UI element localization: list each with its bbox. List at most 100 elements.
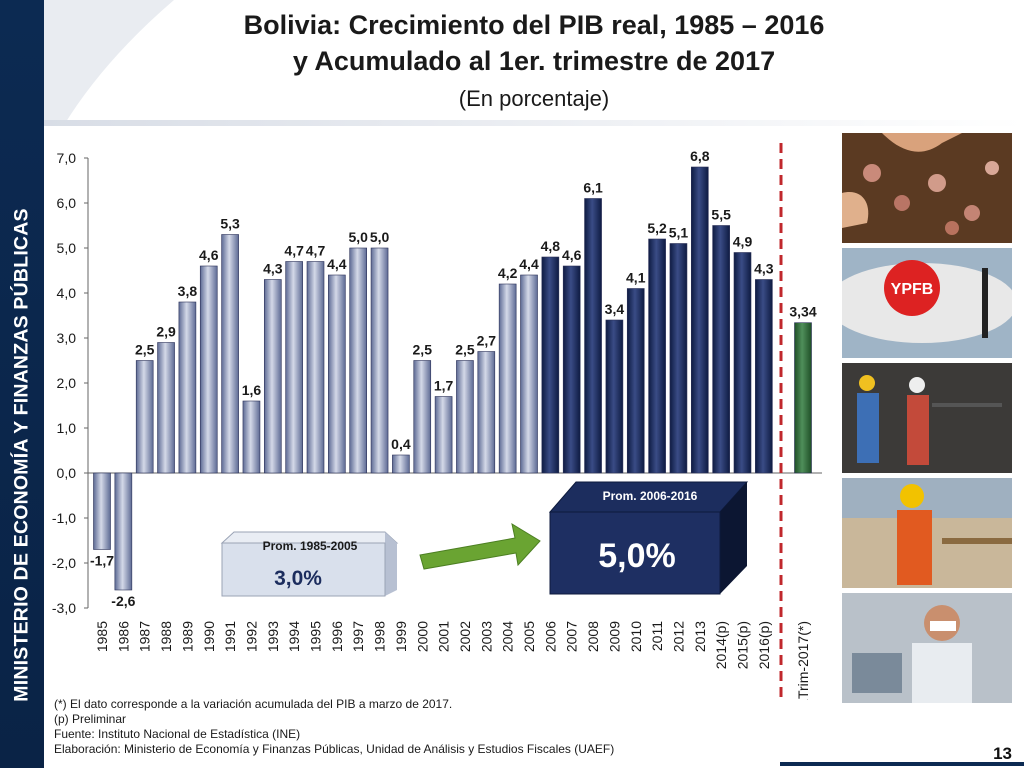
- page-title-line2: y Acumulado al 1er. trimestre de 2017: [292, 46, 776, 76]
- data-label: 5,0: [348, 229, 368, 245]
- bar: [456, 360, 474, 474]
- bar: [520, 274, 538, 474]
- bar: [285, 261, 303, 474]
- data-label: 4,6: [562, 247, 582, 263]
- x-tick-label: 1998: [372, 621, 388, 652]
- x-tick-label: 1986: [115, 621, 131, 652]
- y-tick-label: 6,0: [57, 195, 77, 211]
- average-title-2: Prom. 2006-2016: [603, 489, 698, 503]
- average-box-1985-2005: Prom. 1985-2005 3,0%: [220, 531, 399, 597]
- bar: [605, 319, 624, 474]
- page-subtitle: (En porcentaje): [458, 86, 610, 111]
- data-label: -2,6: [111, 593, 135, 609]
- data-label: 6,8: [690, 148, 710, 164]
- sidebar: MINISTERIO DE ECONOMÍA Y FINANZAS PÚBLIC…: [0, 0, 44, 768]
- svg-text:YPFB: YPFB: [891, 281, 934, 298]
- y-tick-label: 0,0: [57, 465, 77, 481]
- data-label: 5,3: [220, 216, 240, 232]
- box-front: [549, 511, 721, 595]
- x-tick-label: 2013: [692, 621, 708, 652]
- data-label: 3,34: [789, 304, 816, 320]
- x-tick-label: 1997: [350, 621, 366, 652]
- x-tick-label: 1992: [243, 621, 259, 652]
- bar: [93, 472, 111, 550]
- data-label: 2,5: [455, 342, 475, 358]
- y-tick-label: 7,0: [57, 150, 77, 166]
- x-tick-label: 2000: [414, 621, 430, 652]
- bar: [794, 322, 812, 474]
- bar: [498, 283, 517, 474]
- x-tick-label: 1995: [308, 621, 324, 652]
- bar: [392, 454, 410, 474]
- y-tick-label: 3,0: [57, 330, 77, 346]
- bar: [690, 166, 709, 474]
- data-label: 3,4: [605, 301, 625, 317]
- data-label: 4,4: [519, 256, 539, 272]
- y-tick-label: 1,0: [57, 420, 77, 436]
- x-tick-label: 2004: [500, 621, 516, 652]
- bar: [712, 225, 730, 474]
- x-tick-label: 2003: [478, 621, 494, 652]
- data-label: 1,7: [434, 378, 454, 394]
- bar: [242, 400, 261, 474]
- page-footer-line: [780, 762, 1024, 766]
- x-tick-label: 1985: [94, 621, 110, 652]
- x-tick-label: 1987: [137, 621, 153, 652]
- x-tick-label: 1990: [201, 621, 217, 652]
- y-tick-label: -2,0: [52, 555, 76, 571]
- data-label: 2,5: [413, 342, 433, 358]
- x-tick-label: 2008: [585, 621, 601, 652]
- x-tick-label: 1993: [265, 621, 281, 652]
- bar: [199, 265, 218, 474]
- data-label: 4,6: [199, 247, 219, 263]
- bar: [157, 342, 175, 474]
- photo-factory-icon: [842, 593, 1012, 703]
- data-label: 5,5: [711, 207, 731, 223]
- y-tick-label: -3,0: [52, 600, 76, 616]
- header-swoosh: [44, 0, 1024, 126]
- data-label: 5,2: [647, 220, 667, 236]
- x-tick-label: 1Trim-2017(*): [795, 621, 811, 700]
- bar: [349, 247, 368, 474]
- data-label: 2,9: [156, 324, 176, 340]
- average-box-2006-2016: Prom. 2006-2016 5,0%: [548, 481, 749, 595]
- bar: [413, 360, 432, 474]
- data-label: 4,8: [541, 238, 561, 254]
- x-tick-label: 2015(p): [735, 621, 751, 669]
- footnote-asterisk: (*) El dato corresponde a la variación a…: [54, 697, 453, 711]
- bar: [584, 198, 602, 474]
- x-tick-label: 2014(p): [713, 621, 729, 669]
- arrow-icon: [419, 522, 541, 570]
- bar: [221, 234, 239, 474]
- y-tick-label: 5,0: [57, 240, 77, 256]
- average-title-1: Prom. 1985-2005: [263, 539, 358, 553]
- bar: [733, 252, 752, 474]
- x-tick-label: 2009: [606, 621, 622, 652]
- x-tick-label: 2016(p): [756, 621, 772, 669]
- bar: [434, 396, 453, 474]
- bar: [669, 243, 688, 474]
- x-tick-label: 2007: [564, 621, 580, 652]
- x-tick-label: 1996: [329, 621, 345, 652]
- box-front: [221, 542, 386, 597]
- y-tick-label: -1,0: [52, 510, 76, 526]
- x-tick-label: 2001: [436, 621, 452, 652]
- photo-construction-icon: [842, 478, 1012, 588]
- bar: [477, 351, 496, 474]
- x-tick-label: 1999: [393, 621, 409, 652]
- bar: [541, 256, 560, 474]
- bar: [370, 247, 389, 474]
- data-label: 5,1: [669, 225, 689, 241]
- data-label: 1,6: [242, 382, 262, 398]
- data-label: 6,1: [583, 180, 603, 196]
- data-label: 4,3: [754, 261, 774, 277]
- bar: [626, 288, 645, 474]
- data-label: 2,5: [135, 342, 155, 358]
- data-label: 3,8: [178, 283, 198, 299]
- data-label: 4,1: [626, 270, 646, 286]
- x-tick-label: 1994: [286, 621, 302, 652]
- data-label: -1,7: [90, 553, 114, 569]
- footnote-source: Fuente: Instituto Nacional de Estadístic…: [54, 727, 301, 741]
- y-tick-label: 4,0: [57, 285, 77, 301]
- photo-miners-icon: [842, 363, 1012, 473]
